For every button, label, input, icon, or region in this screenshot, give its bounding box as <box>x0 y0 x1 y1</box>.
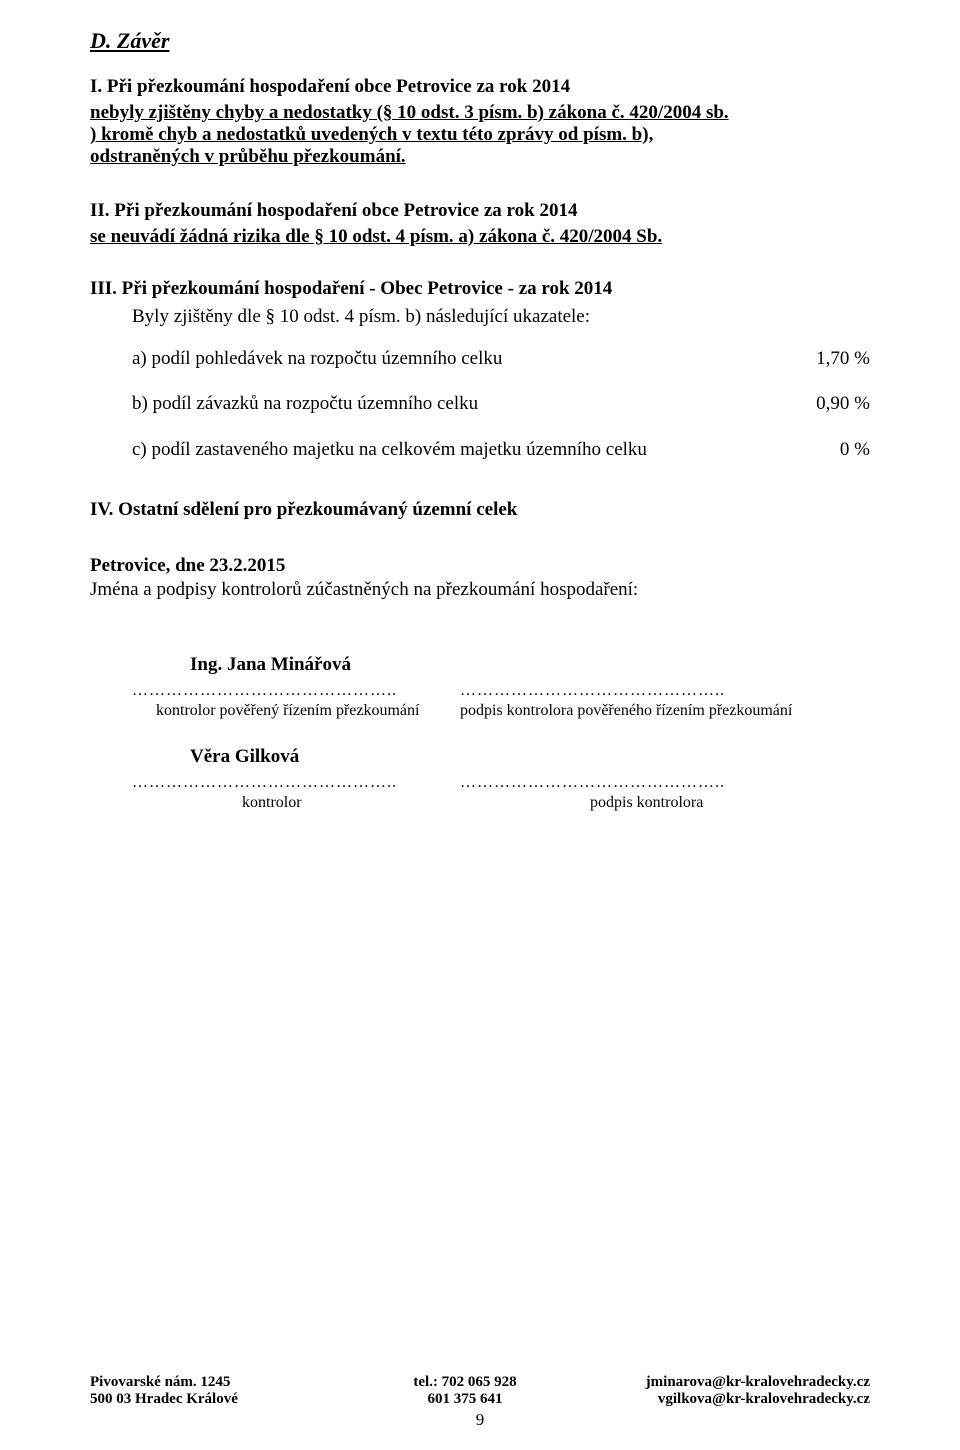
metric-value: 0 % <box>780 437 870 463</box>
signature-row: ……………………………………….. kontrolor pověřený říz… <box>90 682 870 720</box>
dotted-line: ……………………………………….. <box>132 774 460 792</box>
footer: Pivovarské nám. 1245 tel.: 702 065 928 j… <box>90 1374 870 1430</box>
footer-email-1: jminarova@kr-kralovehradecky.cz <box>610 1374 870 1391</box>
signature-left: ……………………………………….. kontrolor <box>90 774 460 812</box>
signer-block: Ing. Jana Minářová ……………………………………….. kon… <box>90 654 870 720</box>
footer-email-2: vgilkova@kr-kralovehradecky.cz <box>610 1391 870 1408</box>
date-block: Petrovice, dne 23.2.2015 Jména a podpisy… <box>90 555 870 603</box>
footer-phone-1: tel.: 702 065 928 <box>320 1374 610 1391</box>
section-3-intro: Byly zjištěny dle § 10 odst. 4 písm. b) … <box>132 304 870 330</box>
signer-name: Ing. Jana Minářová <box>90 654 870 676</box>
metric-value: 0,90 % <box>780 391 870 417</box>
section-3: III. Při přezkoumání hospodaření - Obec … <box>90 278 870 463</box>
section-2: II. Při přezkoumání hospodaření obce Pet… <box>90 200 870 248</box>
signature-right: ……………………………………….. podpis kontrolora <box>460 774 870 812</box>
footer-phone-2: 601 375 641 <box>320 1391 610 1408</box>
signature-role: kontrolor <box>132 794 460 812</box>
section-2-heading: II. Při přezkoumání hospodaření obce Pet… <box>90 200 870 222</box>
metric-label: a) podíl pohledávek na rozpočtu územního… <box>132 346 780 372</box>
signature-role: podpis kontrolora <box>460 794 870 812</box>
section-1-heading: I. Při přezkoumání hospodaření obce Petr… <box>90 76 870 98</box>
metric-label: b) podíl závazků na rozpočtu územního ce… <box>132 391 780 417</box>
signature-row: ……………………………………….. kontrolor ………………………………… <box>90 774 870 812</box>
section-1-line2a: ) kromě chyb a nedostatků uvedených v te… <box>90 124 870 146</box>
signer-name: Věra Gilková <box>90 746 870 768</box>
signature-right: ……………………………………….. podpis kontrolora pově… <box>460 682 870 720</box>
section-2-line: se neuvádí žádná rizika dle § 10 odst. 4… <box>90 226 870 248</box>
dotted-line: ……………………………………….. <box>460 682 870 700</box>
signature-role: podpis kontrolora pověřeného řízením pře… <box>460 702 870 720</box>
footer-address-2: 500 03 Hradec Králové <box>90 1391 320 1408</box>
footer-address-1: Pivovarské nám. 1245 <box>90 1374 320 1391</box>
main-title: D. Závěr <box>90 28 870 54</box>
section-3-heading: III. Při přezkoumání hospodaření - Obec … <box>90 278 870 300</box>
section-1-line2b: odstraněných v průběhu přezkoumání. <box>90 146 870 168</box>
metric-row: a) podíl pohledávek na rozpočtu územního… <box>132 346 870 372</box>
footer-row-1: Pivovarské nám. 1245 tel.: 702 065 928 j… <box>90 1374 870 1391</box>
signature-role: kontrolor pověřený řízením přezkoumání <box>132 702 460 720</box>
page: D. Závěr I. Při přezkoumání hospodaření … <box>0 0 960 1450</box>
section-3-body: Byly zjištěny dle § 10 odst. 4 písm. b) … <box>90 304 870 463</box>
signature-left: ……………………………………….. kontrolor pověřený říz… <box>90 682 460 720</box>
metric-row: c) podíl zastaveného majetku na celkovém… <box>132 437 870 463</box>
dotted-line: ……………………………………….. <box>132 682 460 700</box>
section-1: I. Při přezkoumání hospodaření obce Petr… <box>90 76 870 168</box>
signer-block: Věra Gilková ……………………………………….. kontrolor… <box>90 746 870 812</box>
section-4-heading: IV. Ostatní sdělení pro přezkoumávaný úz… <box>90 499 870 521</box>
page-number: 9 <box>90 1410 870 1430</box>
signatures-note: Jména a podpisy kontrolorů zúčastněných … <box>90 577 870 603</box>
date-line: Petrovice, dne 23.2.2015 <box>90 555 870 577</box>
metric-value: 1,70 % <box>780 346 870 372</box>
metric-label: c) podíl zastaveného majetku na celkovém… <box>132 437 780 463</box>
metric-row: b) podíl závazků na rozpočtu územního ce… <box>132 391 870 417</box>
dotted-line: ……………………………………….. <box>460 774 870 792</box>
section-1-line1: nebyly zjištěny chyby a nedostatky (§ 10… <box>90 102 870 124</box>
footer-row-2: 500 03 Hradec Králové 601 375 641 vgilko… <box>90 1391 870 1408</box>
